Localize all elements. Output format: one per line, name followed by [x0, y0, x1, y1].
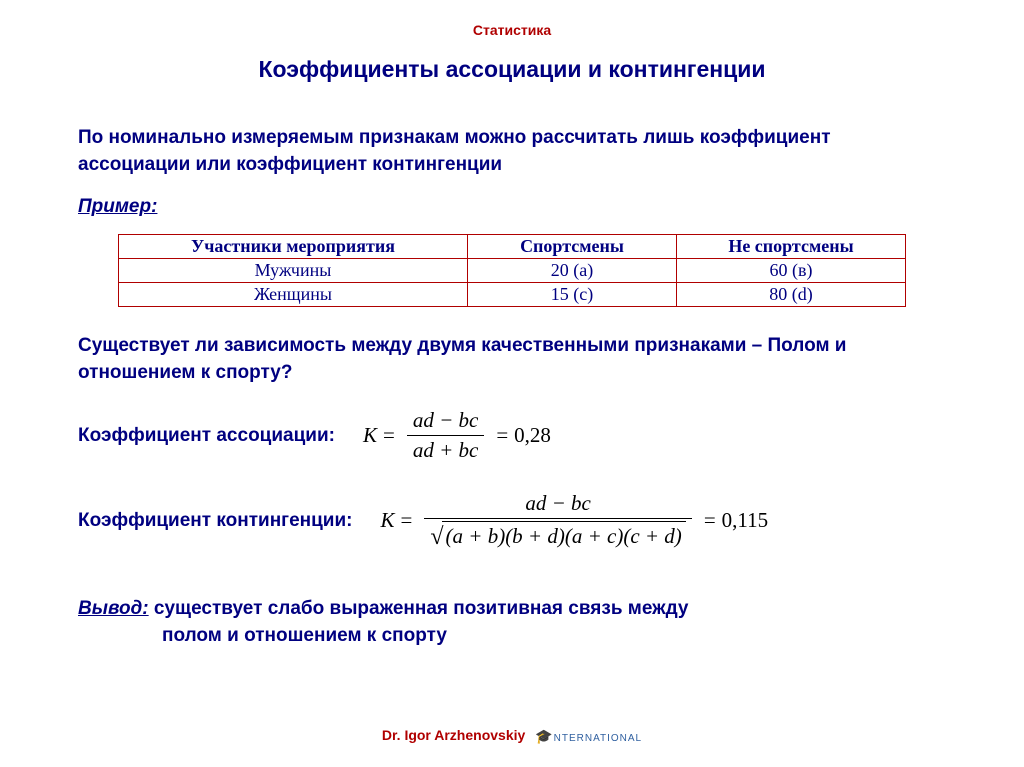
example-label: Пример: — [78, 196, 946, 218]
col-header: Спортсмены — [468, 235, 677, 259]
sqrt: √ (a + b)(b + d)(a + c)(c + d) — [430, 521, 685, 549]
formula-lhs: K — [381, 508, 395, 533]
header-label: Статистика — [0, 0, 1024, 38]
denominator: √ (a + b)(b + d)(a + c)(c + d) — [424, 518, 691, 550]
table-cell: 20 (a) — [468, 259, 677, 283]
sqrt-body: (a + b)(b + d)(a + c)(c + d) — [442, 521, 686, 549]
footer-logo: 🎓NTERNATIONAL — [535, 728, 642, 745]
col-header: Участники мероприятия — [119, 235, 468, 259]
equals-sign: = — [704, 508, 716, 533]
numerator: ad − bc — [407, 408, 485, 435]
page-title: Коэффициенты ассоциации и контингенции — [0, 56, 1024, 83]
content-area: По номинально измеряемым признакам можно… — [0, 125, 1024, 650]
coef-association-formula: K = ad − bc ad + bc = 0,28 — [363, 408, 551, 463]
formula-result: 0,115 — [722, 508, 768, 533]
conclusion: Вывод: существует слабо выраженная позит… — [78, 596, 946, 649]
table-row: Женщины 15 (c) 80 (d) — [119, 283, 906, 307]
coef-contingency-label: Коэффициент контингенции: — [78, 510, 353, 532]
data-table: Участники мероприятия Спортсмены Не спор… — [118, 234, 906, 307]
table-row: Мужчины 20 (a) 60 (в) — [119, 259, 906, 283]
conclusion-line2: полом и отношением к спорту — [78, 623, 946, 650]
globe-icon: 🎓 — [535, 728, 553, 744]
table-cell: Мужчины — [119, 259, 468, 283]
coef-contingency-row: Коэффициент контингенции: K = ad − bc √ … — [78, 491, 946, 550]
intro-text: По номинально измеряемым признакам можно… — [78, 125, 946, 178]
footer: Dr. Igor Arzhenovskiy 🎓NTERNATIONAL — [0, 727, 1024, 745]
conclusion-lead: Вывод: — [78, 598, 149, 619]
fraction: ad − bc ad + bc — [407, 408, 485, 463]
table-cell: 15 (c) — [468, 283, 677, 307]
fraction: ad − bc √ (a + b)(b + d)(a + c)(c + d) — [424, 491, 691, 550]
table-header-row: Участники мероприятия Спортсмены Не спор… — [119, 235, 906, 259]
coef-association-row: Коэффициент ассоциации: K = ad − bc ad +… — [78, 408, 946, 463]
table-cell: Женщины — [119, 283, 468, 307]
coef-association-label: Коэффициент ассоциации: — [78, 425, 335, 447]
table-cell: 80 (d) — [677, 283, 906, 307]
question-text: Существует ли зависимость между двумя ка… — [78, 333, 946, 386]
formula-result: 0,28 — [514, 423, 551, 448]
denominator: ad + bc — [407, 435, 485, 463]
equals-sign: = — [496, 423, 508, 448]
equals-sign: = — [401, 508, 413, 533]
coef-contingency-formula: K = ad − bc √ (a + b)(b + d)(a + c)(c + … — [381, 491, 769, 550]
footer-author: Dr. Igor Arzhenovskiy — [382, 727, 525, 743]
footer-logo-text: NTERNATIONAL — [554, 733, 643, 744]
equals-sign: = — [383, 423, 395, 448]
col-header: Не спортсмены — [677, 235, 906, 259]
numerator: ad − bc — [519, 491, 597, 518]
formula-lhs: K — [363, 423, 377, 448]
table-cell: 60 (в) — [677, 259, 906, 283]
conclusion-line1: существует слабо выраженная позитивная с… — [149, 598, 689, 619]
